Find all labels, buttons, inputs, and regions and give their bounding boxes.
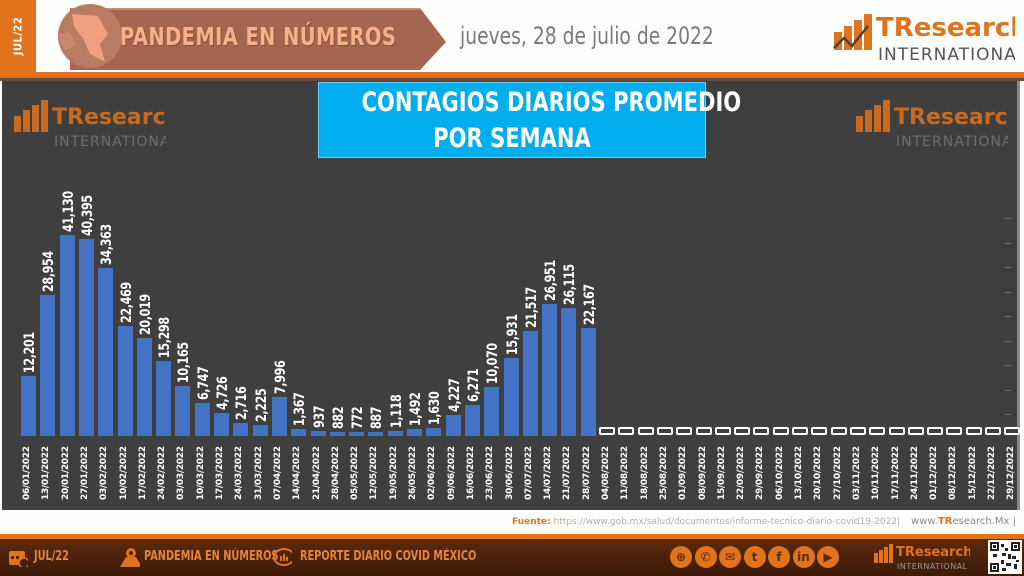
bar[interactable] (387, 431, 403, 436)
svg-text:INTERNATIONAL: INTERNATIONAL (878, 45, 1015, 65)
bar[interactable] (214, 413, 229, 436)
bar[interactable] (329, 432, 345, 436)
report-date: jueves, 28 de julio de 2022 (460, 22, 714, 50)
watermark-logo-right: TResearch INTERNATIONAL (848, 100, 1008, 150)
bar[interactable] (542, 304, 558, 436)
qr-code-icon (990, 542, 1020, 572)
bar[interactable] (464, 405, 480, 436)
bar[interactable] (407, 429, 422, 436)
facebook-icon[interactable]: f (768, 546, 790, 568)
bar[interactable] (175, 386, 191, 436)
chart-title-line2: POR SEMANA (433, 123, 591, 154)
header-divider (0, 72, 1024, 78)
bar[interactable] (291, 429, 307, 436)
bar[interactable] (484, 387, 500, 436)
email-icon[interactable]: ✉ (719, 546, 741, 568)
footer-section: PANDEMIA EN NÚMEROS (144, 549, 279, 564)
svg-text:TResearch: TResearch (876, 13, 1015, 43)
bar[interactable] (368, 432, 384, 436)
bar[interactable] (271, 397, 287, 436)
site-link[interactable]: www.TResearch.Mx | (911, 516, 1016, 527)
svg-text:TResearch: TResearch (896, 545, 970, 560)
bar[interactable] (561, 308, 577, 436)
source-url[interactable]: https://www.gob.mx/salud/documentos/info… (553, 517, 901, 527)
bar[interactable] (194, 403, 210, 436)
whatsapp-icon[interactable]: ✆ (694, 546, 717, 568)
header-divider-dark (0, 78, 1024, 81)
chart-title: CONTAGIOS DIARIOS PROMEDIO POR SEMANA (318, 82, 742, 158)
bar[interactable] (117, 326, 133, 436)
bar[interactable] (59, 235, 75, 436)
month-tab: JUL/22 (0, 0, 36, 72)
linkedin-icon[interactable]: in (792, 546, 815, 568)
bar[interactable] (78, 239, 94, 436)
bar[interactable] (156, 361, 172, 436)
title-banner (50, 4, 446, 70)
calendar-clock-icon (9, 551, 28, 567)
bar[interactable] (580, 328, 596, 436)
watermark-logo-left: TResearch INTERNATIONAL (6, 100, 166, 150)
bar[interactable] (233, 423, 249, 436)
twitter-icon[interactable]: t (743, 546, 766, 568)
youtube-icon[interactable]: ▶ (817, 546, 839, 568)
bar[interactable] (426, 428, 442, 436)
banner-arrow-icon (58, 4, 446, 70)
map-pin-icon (120, 548, 140, 567)
svg-text:INTERNATIONAL: INTERNATIONAL (896, 134, 1008, 150)
footer-date: JUL/22 (34, 549, 69, 564)
brand-logo: TResearch INTERNATIONAL (819, 8, 1024, 69)
source-label: Fuente: (512, 517, 551, 527)
bar[interactable] (522, 331, 538, 436)
bar[interactable] (252, 425, 268, 436)
bar[interactable] (445, 415, 461, 436)
source-bar: Fuente: https://www.gob.mx/salud/documen… (0, 510, 1024, 534)
source-text: Fuente: https://www.gob.mx/salud/documen… (512, 516, 1016, 527)
svg-text:TResearch: TResearch (894, 105, 1008, 130)
footer-divider (0, 534, 1024, 539)
bar[interactable] (503, 358, 519, 436)
svg-text:TResearch: TResearch (52, 105, 166, 130)
page-title: PANDEMIA EN NÚMEROS (120, 22, 397, 51)
bar[interactable] (349, 432, 365, 436)
qr-code[interactable] (988, 540, 1022, 574)
bar[interactable] (136, 338, 152, 436)
footer: JUL/22 PANDEMIA EN NÚMEROS REPORTE DIARI… (0, 539, 1024, 576)
svg-text:INTERNATIONAL: INTERNATIONAL (897, 562, 968, 571)
chart-title-line1: CONTAGIOS DIARIOS PROMEDIO (361, 87, 742, 118)
svg-text:INTERNATIONAL: INTERNATIONAL (54, 134, 166, 150)
bar[interactable] (40, 295, 56, 436)
tresearch-logo-icon: TResearch INTERNATIONAL (819, 13, 1024, 69)
chat-chart-icon (273, 548, 292, 566)
header: JUL/22 PANDEMIA EN NÚMEROS jueves, 28 de… (0, 0, 1024, 81)
bar[interactable] (310, 431, 326, 436)
footer-report: REPORTE DIARIO COVID MÉXICO (300, 549, 477, 564)
month-tab-label: JUL/22 (11, 16, 25, 56)
footer-logo: TResearch INTERNATIONAL (866, 544, 970, 572)
globe-icon[interactable]: ⊕ (670, 546, 692, 568)
bar[interactable] (21, 376, 36, 436)
bar[interactable] (98, 268, 114, 436)
